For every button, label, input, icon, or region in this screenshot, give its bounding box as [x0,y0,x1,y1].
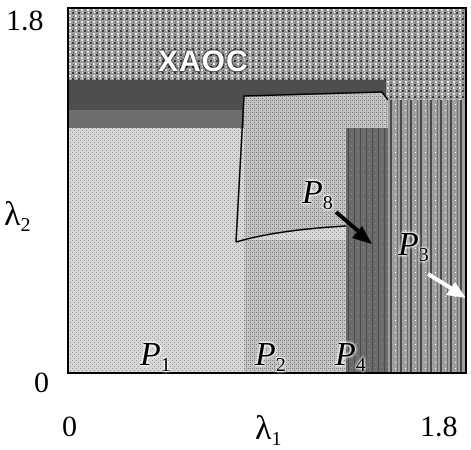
arrow-p8-head [352,226,372,244]
label-p4: P4 [335,336,366,376]
chaos-strip-right [388,100,466,373]
chaos-label: XAOC [158,45,249,78]
p2-boundary-curve [235,225,347,243]
p4-region [346,128,388,373]
x-tick-left: 0 [62,410,77,443]
label-p3-letter: P [398,226,419,263]
label-p2-sub: 2 [275,354,286,376]
label-p8: P8 [302,174,333,214]
arrow-p3 [426,272,456,292]
x-axis-sub: 1 [271,428,282,450]
label-p2-letter: P [255,336,276,373]
label-p8-letter: P [302,174,323,211]
label-p2: P2 [255,336,286,376]
x-tick-right: 1.8 [420,410,458,443]
y-tick-bottom: 0 [34,366,49,399]
y-axis-sub: 2 [20,214,31,236]
p2-left-boundary [235,91,389,243]
p1-region-lower [68,128,346,373]
y-axis-label: λ2 [4,196,31,236]
label-p4-letter: P [335,336,356,373]
label-p1: P1 [140,336,171,376]
y-tick-top: 1.8 [6,4,44,37]
x-axis-label: λ1 [255,410,282,450]
label-p3-sub: 3 [418,244,429,266]
y-axis-symbol: λ [4,196,21,233]
plot-frame [67,7,467,374]
label-p3: P3 [398,226,429,266]
x-axis-symbol: λ [255,410,272,447]
arrow-p3-head [446,282,466,298]
label-p4-sub: 4 [355,354,366,376]
label-p8-sub: 8 [322,192,333,214]
label-p1-letter: P [140,336,161,373]
label-p1-sub: 1 [160,354,171,376]
